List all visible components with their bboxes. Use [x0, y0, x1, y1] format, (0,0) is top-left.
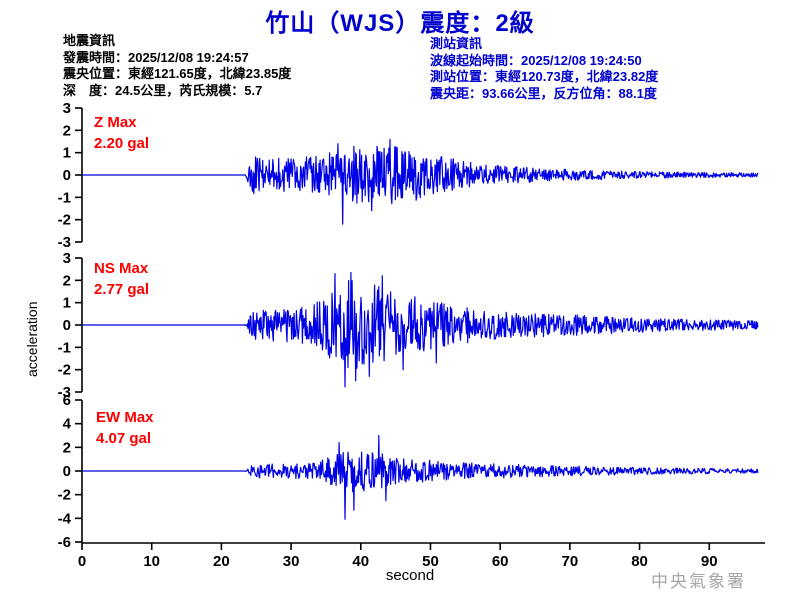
svg-text:30: 30 [283, 553, 300, 570]
svg-text:-2: -2 [58, 212, 71, 229]
svg-text:3: 3 [63, 100, 71, 117]
svg-text:10: 10 [143, 553, 160, 570]
earthquake-epicenter: 震央位置：東經121.65度，北緯23.85度 [63, 66, 292, 81]
channel-ns-max-label: NS Max 2.77 gal [94, 258, 149, 300]
waveform-z [81, 138, 759, 225]
y-axis-label: acceleration [24, 301, 40, 378]
station-info-heading: 測站資訊 [430, 36, 483, 51]
svg-text:80: 80 [631, 553, 648, 570]
channel-ns-value: 2.77 gal [94, 281, 150, 298]
svg-text:50: 50 [422, 553, 439, 570]
earthquake-info: 地震資訊 發震時間：2025/12/08 19:24:57 震央位置：東經121… [63, 33, 291, 99]
channel-z-name: Z Max [94, 114, 137, 131]
svg-text:-1: -1 [58, 189, 71, 206]
svg-text:6: 6 [63, 392, 71, 409]
svg-text:90: 90 [701, 553, 718, 570]
earthquake-origin-time: 發震時間：2025/12/08 19:24:57 [63, 49, 249, 65]
svg-text:60: 60 [492, 553, 509, 570]
waveform-ns [81, 271, 759, 388]
station-info: 測站資訊 波線起始時間：2025/12/08 19:24:50 測站位置：東經1… [430, 36, 658, 102]
svg-text:-6: -6 [58, 534, 71, 551]
channel-ew-max-label: EW Max 4.07 gal [96, 407, 154, 449]
plot-ew: 6 4 2 0 -2 -4 -6 [58, 392, 759, 551]
svg-text:70: 70 [562, 553, 579, 570]
station-wave-start-time: 波線起始時間：2025/12/08 19:24:50 [430, 52, 642, 68]
channel-z-value: 2.20 gal [94, 135, 150, 152]
page-title: 竹山（WJS）震度：2級 [265, 10, 535, 37]
earthquake-depth-magnitude: 深 度：24.5公里，芮氏規模：5.7 [63, 82, 263, 98]
x-axis: 0 10 20 30 40 50 60 70 80 90 [78, 542, 765, 570]
svg-text:-1: -1 [58, 339, 71, 356]
x-axis-label: second [385, 567, 435, 584]
svg-text:2: 2 [63, 122, 71, 139]
svg-text:1: 1 [63, 145, 71, 162]
svg-text:0: 0 [63, 167, 71, 184]
svg-text:0: 0 [78, 553, 86, 570]
svg-text:-4: -4 [58, 510, 72, 527]
svg-text:40: 40 [352, 553, 369, 570]
svg-text:20: 20 [213, 553, 230, 570]
svg-text:3: 3 [63, 250, 71, 267]
svg-text:-3: -3 [58, 234, 71, 251]
station-location: 測站位置：東經120.73度，北緯23.82度 [430, 69, 659, 84]
svg-text:1: 1 [63, 295, 71, 312]
svg-text:0: 0 [63, 463, 71, 480]
waveform-ew [81, 434, 759, 520]
channel-z-max-label: Z Max 2.20 gal [94, 112, 149, 154]
station-distance-azimuth: 震央距：93.66公里，反方位角：88.1度 [430, 85, 657, 101]
channel-ew-value: 4.07 gal [96, 430, 152, 447]
svg-text:-3: -3 [58, 384, 71, 401]
svg-text:2: 2 [63, 272, 71, 289]
svg-text:4: 4 [63, 416, 72, 433]
svg-text:-2: -2 [58, 487, 71, 504]
channel-ns-name: NS Max [94, 260, 149, 277]
agency-watermark: 中央氣象署 [651, 572, 746, 591]
svg-text:-2: -2 [58, 362, 71, 379]
svg-text:0: 0 [63, 317, 71, 334]
plot-z: 3 2 1 0 -1 -2 -3 [58, 100, 759, 251]
svg-text:2: 2 [63, 439, 71, 456]
plot-ns: 3 2 1 0 -1 -2 -3 [58, 250, 759, 401]
channel-ew-name: EW Max [96, 409, 154, 426]
earthquake-info-heading: 地震資訊 [63, 33, 116, 48]
